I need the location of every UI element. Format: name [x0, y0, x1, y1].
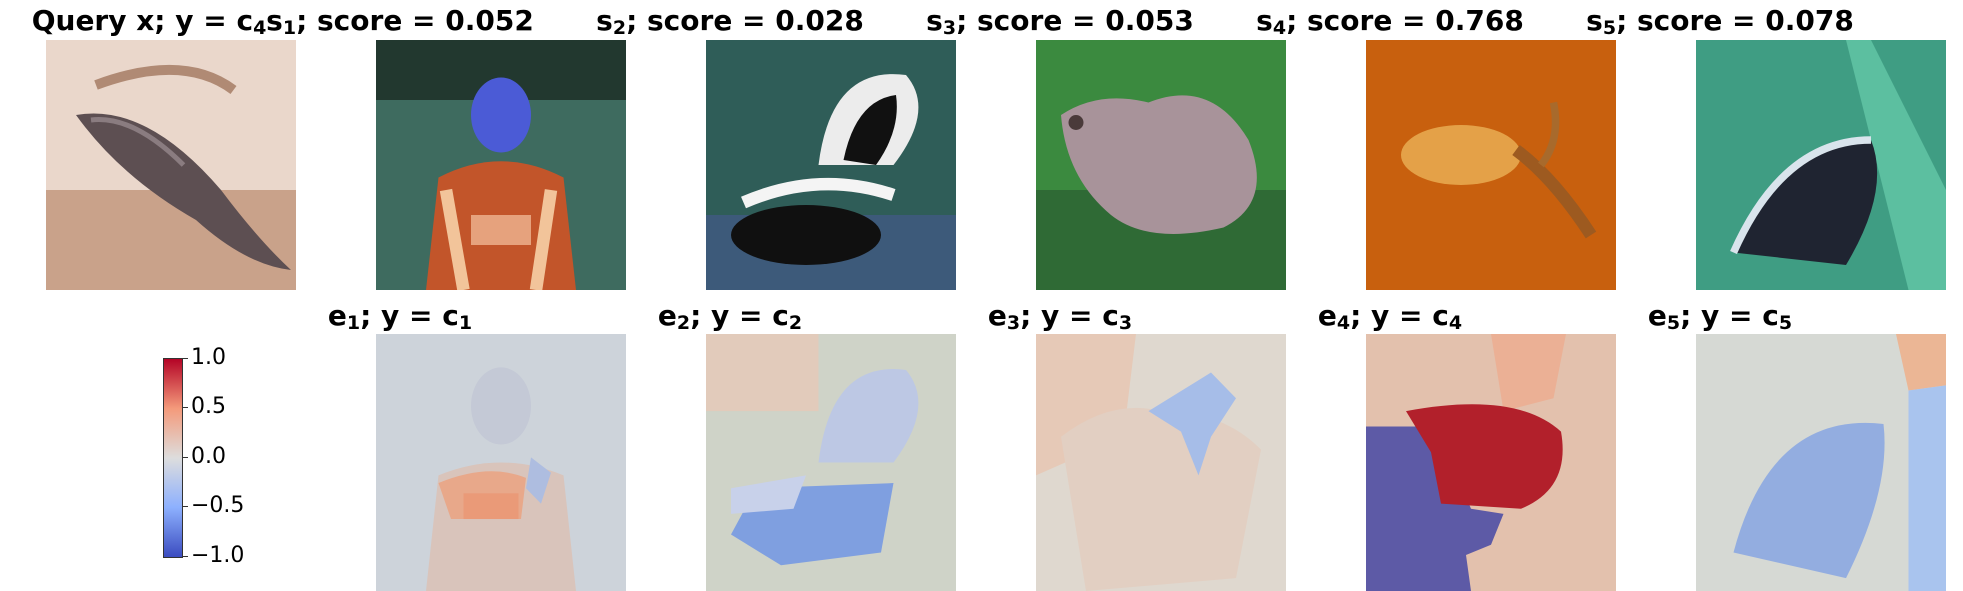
support-title-5: s5; score = 0.078	[1586, 4, 1854, 40]
support-title-1: s1; score = 0.052	[266, 4, 534, 40]
explanation-map-3	[1036, 334, 1286, 591]
explanation-map-1	[376, 334, 626, 591]
query-title: Query x; y = c4	[31, 4, 267, 40]
colorbar-label-3: 0.0	[191, 444, 226, 469]
colorbar-tick-5	[182, 556, 188, 557]
explanation-title-5: e5; y = c5	[1647, 299, 1793, 335]
explanation-title-2: e2; y = c2	[657, 299, 803, 335]
colorbar-tick-3	[182, 457, 188, 458]
query-image-whale	[46, 40, 296, 290]
colorbar	[163, 358, 183, 558]
explanation-map-5	[1696, 334, 1946, 591]
support-image-animal	[1036, 40, 1286, 290]
colorbar-tick-1	[182, 358, 188, 359]
explanation-title-1: e1; y = c1	[327, 299, 473, 335]
support-image-skunk	[706, 40, 956, 290]
colorbar-label-5: −1.0	[191, 543, 245, 568]
colorbar-label-2: 0.5	[191, 394, 226, 419]
support-title-2: s2; score = 0.028	[596, 4, 864, 40]
colorbar-label-1: 1.0	[191, 345, 226, 370]
colorbar-tick-4	[182, 506, 188, 507]
explanation-title-3: e3; y = c3	[987, 299, 1133, 335]
explanation-map-4	[1366, 334, 1616, 591]
support-image-skunk-partial	[1696, 40, 1946, 290]
support-title-3: s3; score = 0.053	[926, 4, 1194, 40]
explanation-title-4: e4; y = c4	[1317, 299, 1463, 335]
colorbar-tick-2	[182, 407, 188, 408]
support-image-boy	[376, 40, 626, 290]
support-title-4: s4; score = 0.768	[1256, 4, 1524, 40]
explanation-map-2	[706, 334, 956, 591]
colorbar-label-4: −0.5	[191, 493, 245, 518]
support-image-fish	[1366, 40, 1616, 290]
